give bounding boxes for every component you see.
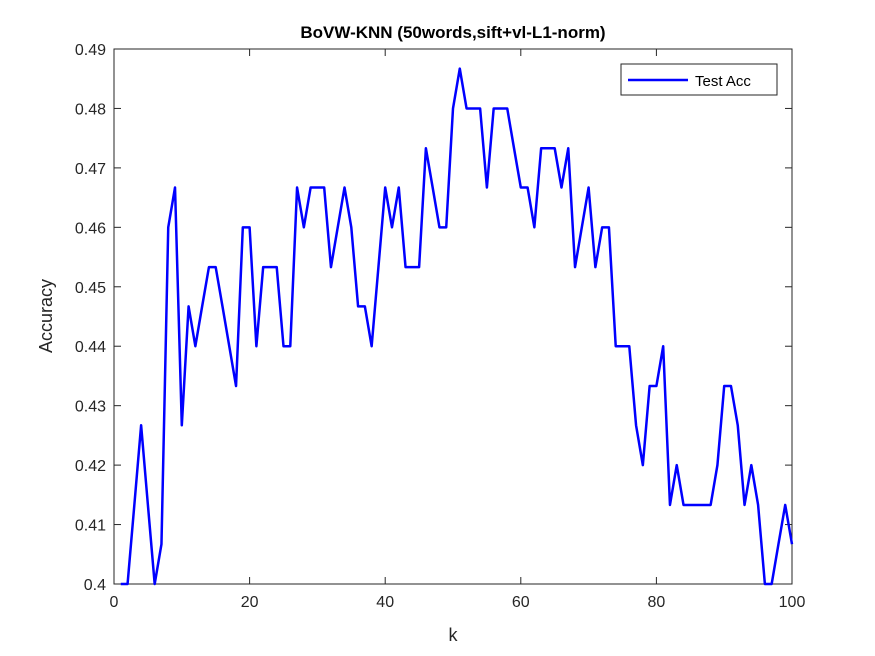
y-tick-label: 0.43 xyxy=(75,399,106,416)
x-tick-label: 20 xyxy=(241,594,259,611)
y-tick-label: 0.42 xyxy=(75,458,106,475)
series-line-test-acc xyxy=(120,67,794,586)
x-tick-label: 80 xyxy=(648,594,666,611)
legend-entry-test-acc: Test Acc xyxy=(695,73,751,90)
chart-title: BoVW-KNN (50words,sift+vl-L1-norm) xyxy=(300,23,605,42)
x-tick-label: 0 xyxy=(110,594,119,611)
y-axis: 0.4 0.41 0.42 0.43 0.44 0.45 0.46 0.47 0.48 0.49 xyxy=(75,42,792,594)
y-tick-label: 0.41 xyxy=(75,518,106,535)
y-tick-label: 0.4 xyxy=(84,577,106,594)
y-axis-label: Accuracy xyxy=(36,279,56,353)
y-tick-label: 0.46 xyxy=(75,220,106,237)
plot-area xyxy=(113,48,793,585)
legend: Test Acc xyxy=(620,63,778,96)
y-tick-label: 0.48 xyxy=(75,101,106,118)
x-axis-label: k xyxy=(449,625,459,645)
x-tick-label: 60 xyxy=(512,594,530,611)
y-tick-label: 0.49 xyxy=(75,42,106,59)
y-tick-label: 0.45 xyxy=(75,280,106,297)
x-axis: 0 20 40 60 80 100 xyxy=(110,49,806,611)
y-tick-label: 0.47 xyxy=(75,161,106,178)
y-tick-label: 0.44 xyxy=(75,339,106,356)
x-tick-label: 100 xyxy=(779,594,806,611)
x-tick-label: 40 xyxy=(376,594,394,611)
